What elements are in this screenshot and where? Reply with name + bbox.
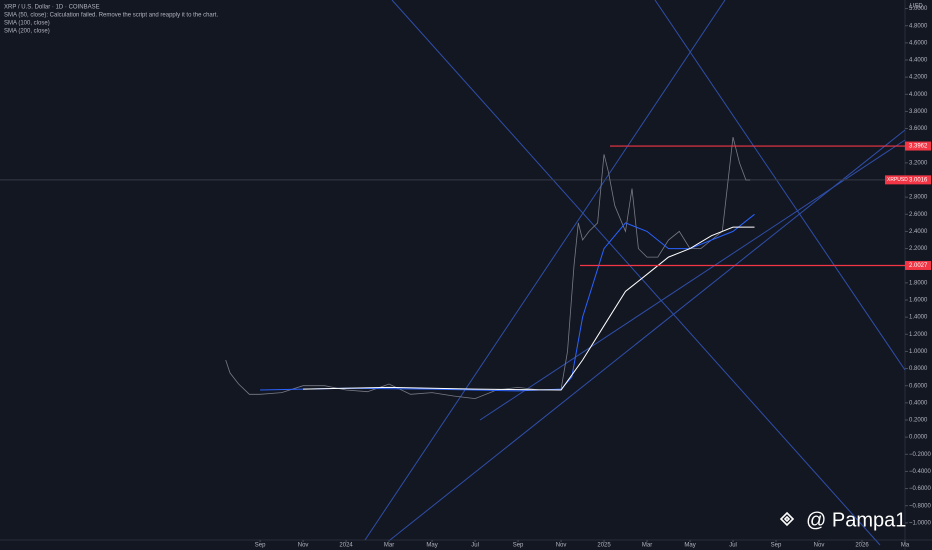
y-tick-label: 3.8000: [909, 109, 928, 115]
y-tick-label: 2.8000: [909, 195, 928, 201]
legend-entry: SMA (100, close): [4, 21, 50, 27]
axis-unit: USD: [910, 4, 923, 10]
y-tick-label: −0.2000: [909, 452, 932, 458]
trend-line: [389, 129, 906, 541]
annotation: SMA (50, close): Calculation failed. Rem…: [4, 13, 218, 19]
y-tick-label: 4.4000: [909, 58, 928, 64]
series-line: [303, 226, 755, 391]
price-label-bg: [885, 175, 931, 185]
logo: [779, 511, 795, 527]
trend-line: [391, 0, 881, 546]
y-tick-label: 0.0000: [909, 435, 928, 441]
y-tick-label: 3.6000: [909, 126, 928, 132]
y-tick-label: 2.2000: [909, 246, 928, 252]
y-tick-label: 0.6000: [909, 383, 928, 389]
trend-lines: [364, 0, 906, 546]
y-tick-label: 4.0000: [909, 92, 928, 98]
x-tick-label: 2025: [597, 543, 611, 549]
x-tick-label: May: [684, 543, 695, 549]
y-tick-label: 0.4000: [909, 400, 928, 406]
level-label: 3.3962: [909, 144, 928, 150]
y-tick-label: 4.2000: [909, 75, 928, 81]
trend-line: [654, 0, 906, 371]
watermark: @ Pampa1: [806, 509, 906, 531]
y-tick-label: 1.4000: [909, 315, 928, 321]
level-label: 2.0027: [909, 263, 928, 269]
y-tick-label: 4.6000: [909, 40, 928, 46]
trend-line: [479, 139, 906, 421]
x-tick-label: Ma: [901, 543, 910, 549]
series-line: [260, 213, 755, 392]
y-tick-label: 0.8000: [909, 366, 928, 372]
y-tick-label: 1.2000: [909, 332, 928, 338]
y-tick-label: 4.8000: [909, 23, 928, 29]
y-tick-label: 3.2000: [909, 160, 928, 166]
y-tick-label: −0.4000: [909, 469, 932, 475]
x-tick-label: Sep: [513, 543, 524, 549]
y-tick-label: 1.0000: [909, 349, 928, 355]
x-tick-label: Jul: [729, 543, 737, 549]
x-tick-label: Nov: [298, 543, 309, 549]
x-tick-label: 2024: [339, 543, 353, 549]
watermark-logo: [779, 511, 795, 527]
y-tick-label: −1.0000: [909, 520, 932, 526]
x-tick-label: Mar: [384, 543, 394, 549]
price-label: 3.0016: [909, 177, 928, 183]
y-tick-label: 5.0000: [909, 6, 928, 12]
chart-title: XRP / U.S. Dollar · 1D · COINBASE: [4, 5, 100, 11]
y-tick-label: −0.8000: [909, 503, 932, 509]
trend-line: [364, 0, 726, 541]
price-label-name: XRPUSD: [887, 177, 908, 183]
y-tick-label: 2.6000: [909, 212, 928, 218]
x-tick-label: Nov: [814, 543, 825, 549]
x-tick-label: Sep: [771, 543, 782, 549]
x-tick-label: Mar: [642, 543, 652, 549]
x-tick-label: Jul: [471, 543, 479, 549]
level-label-bg: [905, 260, 931, 270]
y-tick-label: −0.6000: [909, 486, 932, 492]
y-tick-label: 1.8000: [909, 280, 928, 286]
x-tick-label: Nov: [556, 543, 567, 549]
x-tick-label: May: [426, 543, 437, 549]
level-label-bg: [905, 141, 931, 151]
y-tick-label: 1.6000: [909, 298, 928, 304]
y-tick-label: 2.4000: [909, 229, 928, 235]
legend-entry: SMA (200, close): [4, 29, 50, 35]
plot: [0, 137, 905, 400]
y-tick-label: 0.2000: [909, 418, 928, 424]
x-tick-label: Sep: [255, 543, 266, 549]
x-tick-label: 2026: [855, 543, 869, 549]
